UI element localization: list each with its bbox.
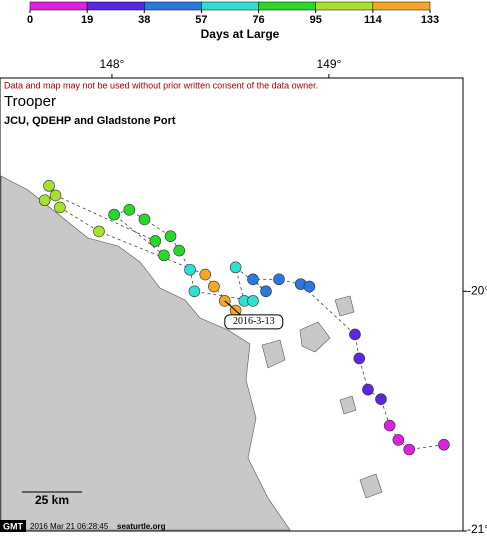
track-point (247, 273, 259, 286)
track-point (54, 201, 66, 214)
track-point (184, 263, 196, 276)
track-point (403, 443, 415, 456)
island (339, 395, 357, 415)
track-point (303, 280, 316, 293)
colorbar-segment (315, 1, 374, 11)
callout-label: 2016-3-13 (233, 316, 275, 327)
colorbar-tick-label: 57 (195, 14, 207, 26)
colorbar-tick-label: 38 (138, 14, 150, 26)
track-point (173, 244, 186, 257)
island (299, 321, 331, 353)
gmt-logo-text: GMT (3, 521, 23, 531)
track-point (199, 268, 212, 281)
scale-label: 25 km (35, 493, 69, 507)
colorbar-segment (144, 1, 202, 11)
track-point (383, 419, 396, 432)
island (359, 473, 383, 499)
mainland (0, 175, 291, 531)
track-point (108, 208, 120, 221)
colorbar-segment (372, 1, 431, 11)
track-point (353, 352, 366, 365)
colorbar-segment (86, 1, 145, 11)
track-point (38, 194, 51, 207)
colorbar-segment (258, 1, 316, 11)
track-line (44, 184, 444, 450)
colorbar-segment (29, 1, 88, 11)
colorbar-segment (201, 1, 259, 11)
track-point (123, 204, 136, 216)
gmt-logo (0, 520, 26, 532)
track-point (149, 235, 162, 247)
track-point (188, 285, 201, 298)
timestamp: 2016 Mar 21 06:28:45 (30, 522, 109, 531)
track-point (392, 434, 405, 446)
track-point (49, 189, 62, 202)
track-point (93, 225, 105, 238)
x-tick-label: 149° (317, 57, 342, 71)
callout-box (224, 314, 284, 330)
colorbar-tick-label: 95 (310, 14, 322, 26)
notice: Data and map may not be used without pri… (4, 80, 318, 90)
track-point (229, 261, 242, 274)
island (261, 339, 286, 369)
track-point (260, 285, 272, 298)
x-tick-label: 148° (100, 57, 125, 71)
subtitle: JCU, QDEHP and Gladstone Port (4, 115, 176, 127)
track-point (138, 213, 151, 226)
title: Trooper (4, 93, 56, 110)
colorbar-tick-label: 133 (421, 14, 439, 26)
y-tick-label: -20° (467, 283, 487, 297)
track-point (375, 393, 387, 405)
track-point (208, 280, 220, 293)
y-tick-label: -21° (467, 522, 487, 536)
site: seaturtle.org (117, 522, 166, 531)
track-point (247, 295, 259, 307)
island (334, 295, 355, 317)
colorbar-tick-label: 114 (364, 14, 383, 26)
land (0, 175, 383, 531)
track-point (362, 383, 374, 396)
colorbar-label: Days at Large (201, 27, 280, 41)
track-point (43, 180, 55, 192)
track-point (349, 328, 361, 341)
track-point (164, 230, 177, 242)
colorbar-tick-label: 0 (27, 14, 33, 26)
callout-leader (224, 300, 244, 318)
colorbar-tick-label: 19 (81, 14, 93, 26)
track-point (438, 438, 450, 451)
track-point (158, 249, 170, 262)
track-point (273, 273, 285, 286)
colorbar-tick-label: 76 (252, 14, 264, 26)
